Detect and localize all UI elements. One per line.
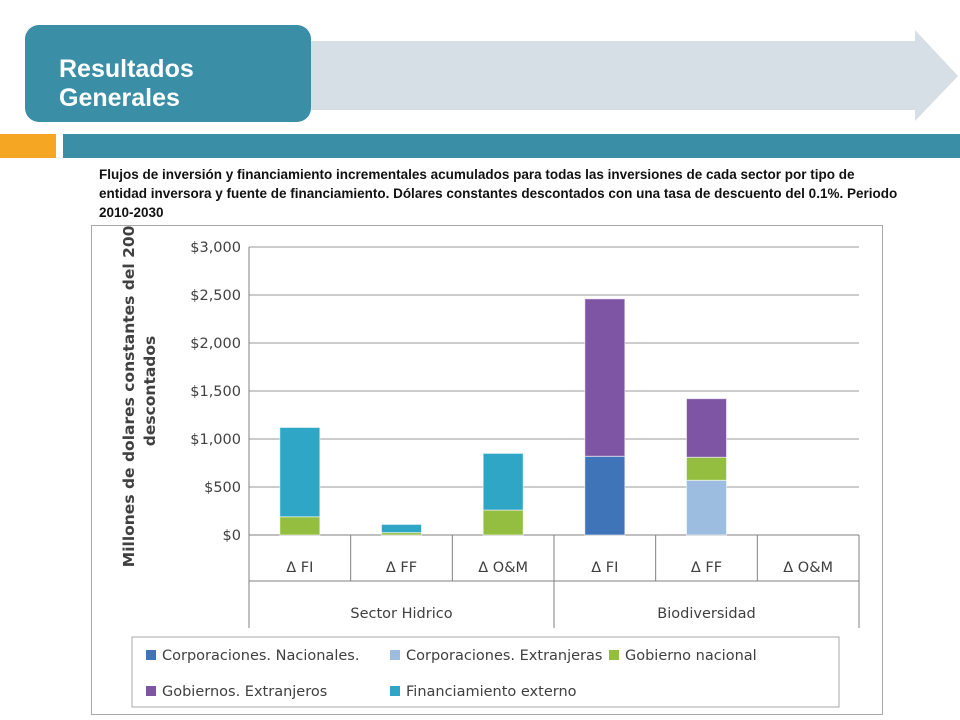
arrow-shape (300, 30, 958, 121)
legend-box (131, 636, 840, 708)
y-tick-label: $1,000 (190, 432, 241, 448)
y-tick-label: $1,500 (190, 384, 241, 400)
legend-swatch (146, 650, 156, 660)
bar-segment (381, 523, 422, 534)
bar-segment (584, 455, 626, 536)
stacked-bar-chart: $0 $500 $1,000 $1,500 $2,000 $2,500 $3,000 Δ FI… (120, 215, 860, 708)
legend-swatch (390, 650, 400, 660)
legend-label: Financiamiento externo (406, 684, 577, 700)
y-tick-label: $500 (204, 480, 241, 496)
accent-bar-teal (63, 134, 960, 158)
bar-segment (584, 298, 626, 457)
x-category-label: Δ FF (386, 560, 417, 576)
bar-segment (686, 479, 727, 536)
bar-segment (482, 509, 524, 536)
x-category-label: Δ O&M (478, 560, 528, 576)
y-tick-label: $0 (223, 528, 241, 544)
legend-swatch (146, 686, 156, 696)
legend-swatch (609, 650, 619, 660)
chart-frame: $0 $500 $1,000 $1,500 $2,000 $2,500 $3,000 Δ FI… (91, 215, 883, 715)
x-group-label: Sector Hidrico (350, 606, 452, 622)
x-category-label: Δ FI (286, 560, 313, 576)
bar-segment (279, 426, 321, 518)
accent-bar-orange (0, 134, 56, 158)
y-tick-label: $2,500 (190, 288, 241, 304)
legend-swatch (390, 686, 400, 696)
header-arrow-band (300, 30, 958, 121)
bar-segment (686, 398, 727, 458)
legend-label: Corporaciones. Extranjeras (406, 648, 602, 664)
bar-segment (482, 452, 524, 511)
section-title-line2: Generales (59, 84, 180, 112)
section-title-box: Resultados Generales (25, 25, 311, 122)
legend-label: Corporaciones. Nacionales. (162, 648, 359, 664)
y-tick-label: $3,000 (190, 240, 241, 256)
section-title-line1: Resultados (59, 55, 194, 83)
y-axis-label: descontados (141, 336, 159, 447)
y-tick-label: $2,000 (190, 336, 241, 352)
bar-segment (686, 456, 727, 481)
y-axis-label: Millones de dolares constantes del 2005 (120, 226, 138, 567)
bar-segment (279, 516, 321, 536)
x-category-label: Δ O&M (783, 560, 833, 576)
x-category-label: Δ FI (591, 560, 618, 576)
x-category-label: Δ FF (691, 560, 722, 576)
chart-caption: Flujos de inversión y financiamiento inc… (99, 167, 898, 220)
legend-label: Gobierno nacional (625, 648, 757, 664)
x-group-label: Biodiversidad (657, 606, 755, 622)
legend-label: Gobiernos. Extranjeros (162, 684, 327, 700)
